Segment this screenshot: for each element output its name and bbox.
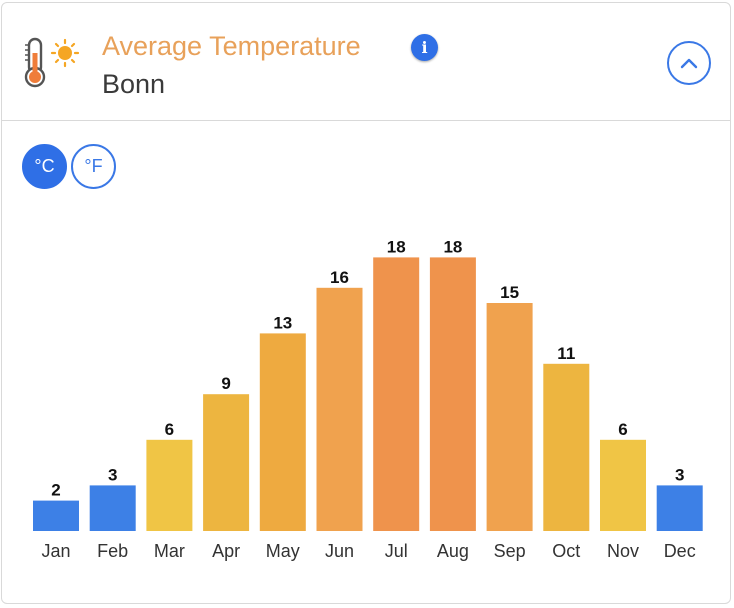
bar-mar	[146, 439, 193, 531]
data-label-jan: 2	[51, 481, 60, 500]
data-label-nov: 6	[618, 420, 627, 439]
month-label-jul: Jul	[385, 541, 408, 561]
thermometer-sun-icon	[22, 37, 82, 89]
month-label-feb: Feb	[97, 541, 128, 561]
card-header: Average Temperature Bonn i	[2, 3, 730, 121]
bar-aug	[429, 257, 476, 531]
data-label-sep: 15	[500, 283, 519, 302]
data-label-aug: 18	[443, 237, 462, 256]
month-label-jan: Jan	[41, 541, 70, 561]
month-label-oct: Oct	[552, 541, 580, 561]
collapse-button[interactable]	[667, 41, 711, 85]
month-label-nov: Nov	[607, 541, 639, 561]
month-label-jun: Jun	[325, 541, 354, 561]
month-label-mar: Mar	[154, 541, 185, 561]
bar-sep	[486, 303, 533, 531]
data-label-apr: 9	[221, 374, 230, 393]
data-label-may: 13	[273, 313, 292, 332]
info-button[interactable]: i	[411, 34, 438, 61]
chevron-up-icon	[680, 58, 698, 69]
bar-jun	[316, 287, 363, 531]
bar-feb	[89, 485, 136, 531]
card-title: Average Temperature	[102, 31, 361, 61]
info-icon: i	[421, 38, 428, 57]
location-name: Bonn	[102, 69, 166, 99]
bar-apr	[203, 394, 250, 531]
temperature-bar-chart: 2 Jan 3 Feb 6 Mar 9 Apr 13 May 16 Jun 18 Jul 18 Aug 15 Se…	[33, 237, 703, 561]
data-label-jul: 18	[387, 237, 406, 256]
month-label-apr: Apr	[212, 541, 240, 561]
month-label-dec: Dec	[664, 541, 696, 561]
month-label-sep: Sep	[494, 541, 526, 561]
bar-jul	[373, 257, 420, 531]
data-label-oct: 11	[557, 344, 575, 363]
data-label-feb: 3	[108, 465, 117, 484]
bar-jan	[33, 500, 79, 531]
celsius-toggle[interactable]: °C	[22, 144, 67, 189]
data-label-jun: 16	[330, 268, 349, 287]
data-label-dec: 3	[675, 465, 684, 484]
month-label-may: May	[266, 541, 300, 561]
bar-oct	[543, 363, 590, 531]
bar-dec	[656, 485, 703, 531]
fahrenheit-toggle[interactable]: °F	[71, 144, 116, 189]
bar-nov	[600, 439, 646, 531]
data-label-mar: 6	[165, 420, 174, 439]
bar-may	[259, 333, 306, 531]
month-label-aug: Aug	[437, 541, 469, 561]
